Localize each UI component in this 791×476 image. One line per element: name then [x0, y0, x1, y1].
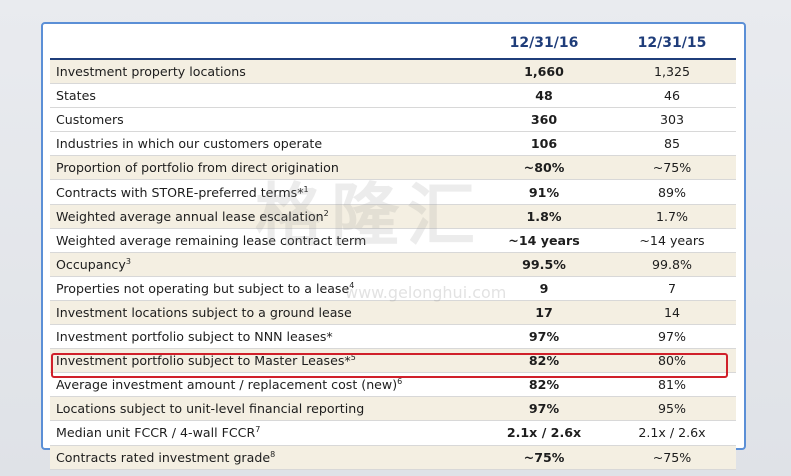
value-2015: ~75% [608, 155, 736, 181]
value-2016: 91% [480, 179, 608, 205]
value-2016: 9 [480, 276, 608, 301]
row-label: Investment locations subject to a ground… [50, 300, 480, 326]
table-row: Investment locations subject to a ground… [50, 300, 736, 326]
value-2016: 360 [480, 107, 608, 133]
row-label: Investment portfolio subject to NNN leas… [50, 324, 480, 350]
table-row: Proportion of portfolio from direct orig… [50, 155, 736, 181]
value-2015: 1.7% [608, 204, 736, 229]
value-2016: 2.1x / 2.6x [480, 420, 608, 446]
value-2015: ~14 years [608, 228, 736, 253]
value-2016: 1.8% [480, 204, 608, 229]
row-label: Industries in which our customers operat… [50, 131, 480, 157]
value-2015: 81% [608, 372, 736, 398]
value-2015: 2.1x / 2.6x [608, 420, 736, 446]
footnote-marker: 7 [255, 425, 261, 435]
value-2016: ~75% [480, 445, 608, 470]
table-row: Occupancy3 99.5% 99.8% [50, 252, 736, 277]
table-row: Weighted average annual lease escalation… [50, 204, 736, 229]
footnote-marker: 6 [397, 377, 403, 387]
table-row: Contracts with STORE-preferred terms*1 91… [50, 179, 736, 205]
value-2016: 82% [480, 372, 608, 398]
row-label: Customers [50, 107, 480, 133]
table-header-row: 12/31/16 12/31/15 [50, 28, 736, 60]
column-header-2015: 12/31/15 [608, 28, 736, 60]
value-2015: 85 [608, 131, 736, 157]
row-label: Investment property locations [50, 59, 480, 85]
value-2016: ~14 years [480, 228, 608, 253]
row-label: States [50, 83, 480, 109]
column-header-label [50, 28, 480, 60]
row-label: Average investment amount / replacement … [50, 372, 480, 398]
value-2015: 99.8% [608, 252, 736, 277]
table-row: Industries in which our customers operat… [50, 131, 736, 157]
value-2016: 1,660 [480, 59, 608, 85]
value-2015: 95% [608, 396, 736, 422]
table-row: Customers 360 303 [50, 107, 736, 133]
row-label: Median unit FCCR / 4-wall FCCR7 [50, 420, 480, 446]
table-row: Average investment amount / replacement … [50, 372, 736, 398]
value-2015: 303 [608, 107, 736, 133]
row-label: Weighted average remaining lease contrac… [50, 228, 480, 253]
value-2016: 82% [480, 348, 608, 374]
portfolio-stats-table: 12/31/16 12/31/15 Investment property lo… [50, 28, 736, 470]
row-label: Proportion of portfolio from direct orig… [50, 155, 480, 181]
value-2015: 7 [608, 276, 736, 301]
row-label: Properties not operating but subject to … [50, 276, 480, 301]
table-body: Investment property locations 1,660 1,325 S… [50, 59, 736, 470]
table-row: Locations subject to unit-level financia… [50, 396, 736, 422]
table-row: States 48 46 [50, 83, 736, 109]
table-row: Contracts rated investment grade8 ~75% ~75… [50, 445, 736, 470]
value-2015: 97% [608, 324, 736, 350]
footnote-marker: 3 [125, 256, 131, 266]
row-label: Weighted average annual lease escalation… [50, 204, 480, 229]
column-header-2016: 12/31/16 [480, 28, 608, 60]
value-2015: 1,325 [608, 59, 736, 85]
table-row: Investment portfolio subject to Master L… [50, 348, 736, 374]
footnote-marker: 8 [270, 449, 276, 459]
footnote-marker: 1 [303, 184, 309, 194]
row-label: Occupancy3 [50, 252, 480, 277]
row-label: Locations subject to unit-level financia… [50, 396, 480, 422]
value-2015: 14 [608, 300, 736, 326]
value-2015: ~75% [608, 445, 736, 470]
value-2016: 106 [480, 131, 608, 157]
value-2015: 80% [608, 348, 736, 374]
value-2016: 97% [480, 396, 608, 422]
row-label: Contracts rated investment grade8 [50, 445, 480, 470]
value-2015: 89% [608, 179, 736, 205]
row-label: Contracts with STORE-preferred terms*1 [50, 179, 480, 205]
value-2016: 97% [480, 324, 608, 350]
value-2016: ~80% [480, 155, 608, 181]
row-label: Investment portfolio subject to Master L… [50, 348, 480, 374]
table-row: Median unit FCCR / 4-wall FCCR7 2.1x / 2.… [50, 420, 736, 446]
value-2016: 99.5% [480, 252, 608, 277]
table-row: Investment property locations 1,660 1,325 [50, 59, 736, 85]
value-2016: 48 [480, 83, 608, 109]
value-2016: 17 [480, 300, 608, 326]
footnote-marker: 2 [323, 208, 329, 218]
footnote-marker: 4 [349, 280, 355, 290]
value-2015: 46 [608, 83, 736, 109]
table-row: Weighted average remaining lease contrac… [50, 228, 736, 253]
footnote-marker: 5 [350, 352, 356, 362]
table-frame: 12/31/16 12/31/15 Investment property lo… [41, 22, 746, 470]
table-row: Properties not operating but subject to … [50, 276, 736, 301]
table-row: Investment portfolio subject to NNN leas… [50, 324, 736, 350]
